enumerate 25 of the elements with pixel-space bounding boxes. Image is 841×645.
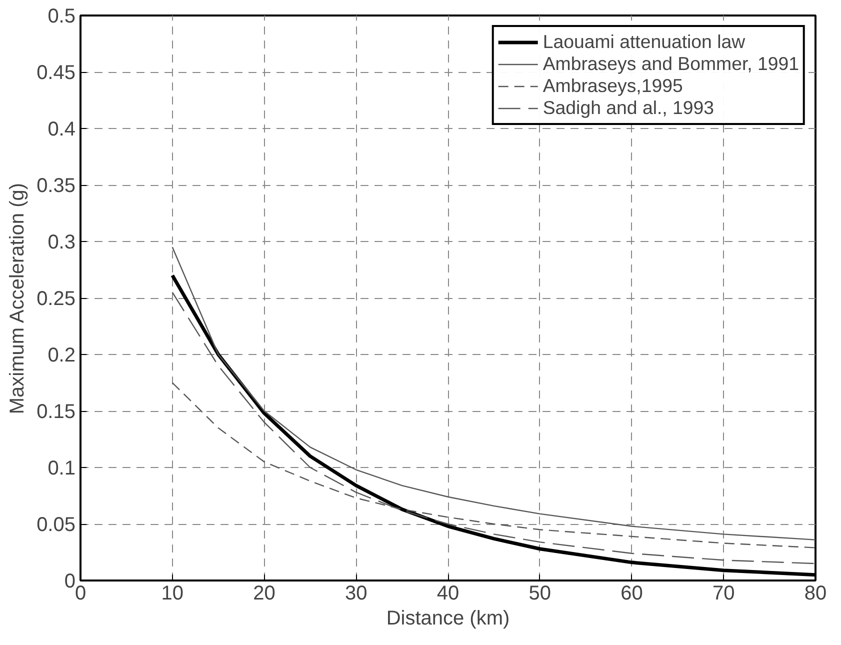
x-tick-label: 10 xyxy=(161,582,184,604)
legend-label: Laouami attenuation law xyxy=(542,31,746,53)
x-axis-title: Distance (km) xyxy=(386,608,510,630)
y-tick-label: 0.35 xyxy=(36,175,76,197)
x-tick-label: 80 xyxy=(804,582,827,604)
line-series xyxy=(172,246,816,540)
x-tick-label: 20 xyxy=(253,582,276,604)
y-tick-label: 0.3 xyxy=(48,232,76,254)
x-tick-label: 40 xyxy=(436,582,460,604)
x-tick-label: 30 xyxy=(345,582,368,604)
y-tick-label: 0.05 xyxy=(36,514,76,536)
x-tick-label: 50 xyxy=(528,582,551,604)
legend-label: Sadigh and al., 1993 xyxy=(542,97,714,119)
y-tick-label: 0.25 xyxy=(36,288,76,310)
y-tick-label: 0.15 xyxy=(36,401,76,423)
y-tick-label: 0.45 xyxy=(36,62,76,84)
legend-label: Ambraseys and Bommer, 1991 xyxy=(542,53,799,75)
x-tick-label: 70 xyxy=(712,582,735,604)
y-tick-label: 0.1 xyxy=(48,458,76,480)
y-tick-label: 0.2 xyxy=(48,344,76,366)
y-tick-label: 0.5 xyxy=(48,6,76,28)
y-tick-label: 0.4 xyxy=(48,118,76,140)
legend-label: Ambraseys,1995 xyxy=(542,75,683,97)
x-tick-label: 60 xyxy=(620,582,643,604)
y-axis-title: Maximum Acceleration (g) xyxy=(6,182,29,414)
